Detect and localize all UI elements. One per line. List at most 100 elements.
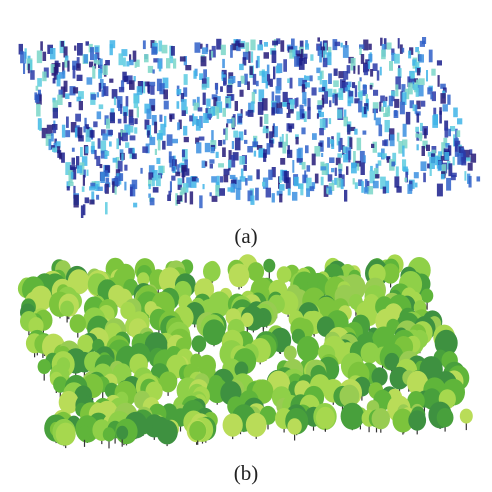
point-cluster (302, 162, 306, 170)
point-cluster (126, 61, 129, 66)
point-cluster (83, 175, 85, 186)
point-cluster (302, 113, 305, 118)
point-cluster (170, 181, 172, 192)
point-cluster (389, 96, 393, 107)
point-cluster (417, 68, 420, 75)
point-cluster (211, 51, 213, 58)
point-cluster (147, 109, 152, 119)
point-cluster (427, 87, 432, 94)
point-cluster (453, 157, 455, 166)
point-cluster (338, 141, 341, 152)
point-cluster (305, 44, 309, 50)
point-cluster (71, 172, 74, 179)
point-cluster (329, 100, 331, 107)
point-cluster (426, 70, 428, 81)
point-cluster (124, 112, 127, 123)
point-cluster (86, 41, 90, 45)
point-cluster (50, 48, 56, 59)
point-cluster (272, 92, 275, 103)
point-cluster (211, 176, 217, 182)
point-cluster (152, 178, 155, 187)
point-cluster (282, 142, 286, 154)
tree-crown (460, 409, 473, 424)
point-cluster (352, 82, 355, 88)
point-cluster (417, 113, 420, 122)
point-cluster (373, 63, 378, 71)
point-cluster (223, 129, 225, 135)
point-cluster (424, 128, 427, 138)
point-cluster (319, 128, 324, 135)
point-cluster (92, 66, 95, 79)
point-cluster (295, 98, 297, 108)
point-cluster (437, 60, 442, 65)
point-cluster (312, 154, 316, 166)
point-cluster (226, 123, 228, 127)
point-cluster (250, 40, 255, 51)
point-cluster (279, 102, 282, 108)
point-cluster (212, 196, 218, 202)
point-cluster (394, 99, 399, 108)
point-cluster (99, 104, 104, 109)
point-cluster (76, 63, 81, 70)
point-cluster (110, 44, 113, 55)
point-cluster (287, 103, 290, 109)
tree-crown (284, 346, 297, 361)
point-cluster (125, 142, 129, 148)
point-cluster (223, 175, 228, 182)
point-cluster (52, 148, 57, 152)
point-cluster (216, 39, 221, 50)
point-cluster (318, 76, 321, 80)
point-cluster (445, 128, 449, 138)
point-cluster (331, 168, 334, 172)
point-cluster (334, 69, 338, 76)
point-cluster (193, 71, 196, 79)
point-cluster (273, 67, 275, 80)
point-cloud-a (19, 37, 481, 218)
point-cluster (323, 58, 328, 67)
point-cluster (383, 187, 386, 194)
point-cluster (444, 152, 449, 160)
point-cluster (182, 110, 186, 116)
point-cluster (43, 52, 47, 61)
point-cluster (196, 120, 201, 131)
point-cluster (364, 64, 368, 75)
point-cluster (28, 64, 30, 74)
point-cluster (421, 161, 427, 171)
point-cluster (177, 101, 180, 109)
point-cluster (358, 65, 360, 74)
point-cluster (137, 107, 139, 118)
point-cluster (172, 167, 175, 171)
point-cluster (317, 113, 319, 119)
point-cluster (134, 127, 137, 133)
point-cluster (272, 193, 275, 202)
point-cluster (272, 41, 278, 46)
point-cluster (49, 139, 52, 150)
point-cluster (397, 133, 400, 142)
point-cluster (408, 51, 411, 59)
point-cluster (338, 71, 343, 78)
point-cluster (355, 85, 357, 97)
point-cluster (100, 172, 105, 183)
tree-crown (287, 418, 301, 434)
point-cluster (210, 192, 212, 196)
point-cluster (59, 153, 62, 160)
point-cluster (112, 181, 115, 193)
point-cluster (288, 109, 294, 113)
point-cluster (62, 125, 65, 138)
point-cluster (37, 78, 42, 87)
point-cluster (448, 129, 451, 137)
point-cluster (133, 203, 137, 208)
point-cluster (147, 130, 150, 137)
point-cluster (355, 182, 358, 189)
point-cluster (464, 171, 466, 181)
point-cluster (228, 79, 234, 83)
point-cluster (20, 51, 24, 63)
point-cluster (328, 73, 332, 84)
point-cluster (78, 135, 84, 141)
point-cluster (394, 54, 400, 64)
point-cluster (251, 51, 253, 62)
point-cluster (333, 80, 339, 87)
point-cluster (221, 45, 226, 55)
point-cluster (370, 85, 373, 90)
point-cluster (304, 99, 306, 107)
